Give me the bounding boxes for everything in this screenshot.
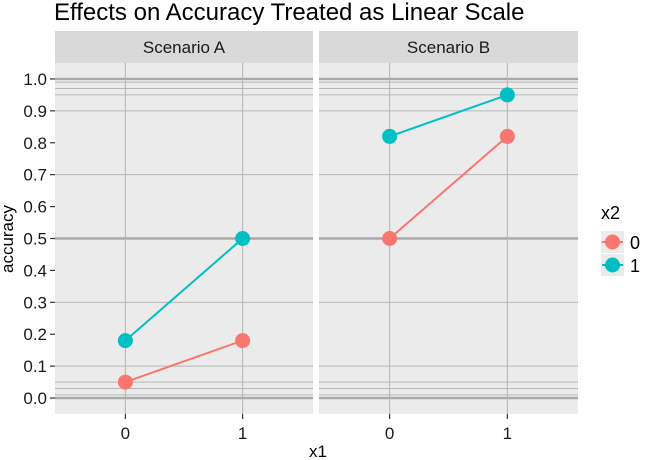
data-point-x2-1 [235,231,251,246]
y-tick-label: 0.8 [23,134,47,153]
x-tick-label: 1 [503,424,512,443]
legend-title: x2 [601,203,620,223]
data-point-x2-1 [382,128,398,144]
data-point-x2-1 [499,87,515,103]
y-axis: 0.0 0.1 0.2 0.3 0.4 0.5 0.6 0.7 0.8 0.9 1.0 [23,70,55,408]
x-axis-label: x1 [309,442,327,460]
y-tick-label: 0.7 [23,166,47,185]
series-line-x2-0 [125,339,243,384]
legend-key [601,254,624,276]
y-axis-label: accuracy [0,204,17,273]
facet-strip [319,31,578,63]
chart-title: Effects on Accuracy Treated as Linear Sc… [54,0,524,26]
y-tick-label: 0.1 [23,357,47,376]
y-tick-label: 1.0 [23,70,47,89]
legend-key-point [605,234,620,250]
x-tick-label: 1 [238,424,247,443]
legend: x2 0 1 [601,203,640,276]
x-tick-label: 0 [385,424,394,443]
y-tick-label: 0.5 [23,230,47,249]
y-tick-label: 0.9 [23,102,47,121]
y-tick-label: 0.6 [23,198,47,217]
y-tick-label: 0.4 [23,261,47,280]
data-point-x2-1 [117,333,133,349]
data-point-x2-0 [235,333,251,349]
facet-panels: Scenario A 0 1 Scenario B 0 1 [55,31,578,443]
data-point-x2-0 [117,374,133,390]
data-point-x2-0 [382,231,398,246]
legend-key [601,231,624,253]
x-tick-label: 0 [121,424,130,443]
series-line-x2-0 [388,135,509,240]
facet-panel: Scenario B 0 1 [319,31,578,443]
series-line-x2-1 [124,237,244,342]
series-line-x2-1 [389,93,508,138]
legend-key-point [605,257,620,273]
legend-entry-label: 0 [630,233,640,253]
y-tick-label: 0.3 [23,293,47,312]
y-tick-label: 0.2 [23,325,47,344]
facet-panel: Scenario A 0 1 [55,31,313,443]
facet-strip [55,31,313,63]
facet-strip-label: Scenario B [407,38,490,57]
data-point-x2-0 [499,128,515,144]
legend-entry-label: 1 [630,256,640,276]
facet-strip-label: Scenario A [143,38,226,57]
y-tick-label: 0.0 [23,389,47,408]
